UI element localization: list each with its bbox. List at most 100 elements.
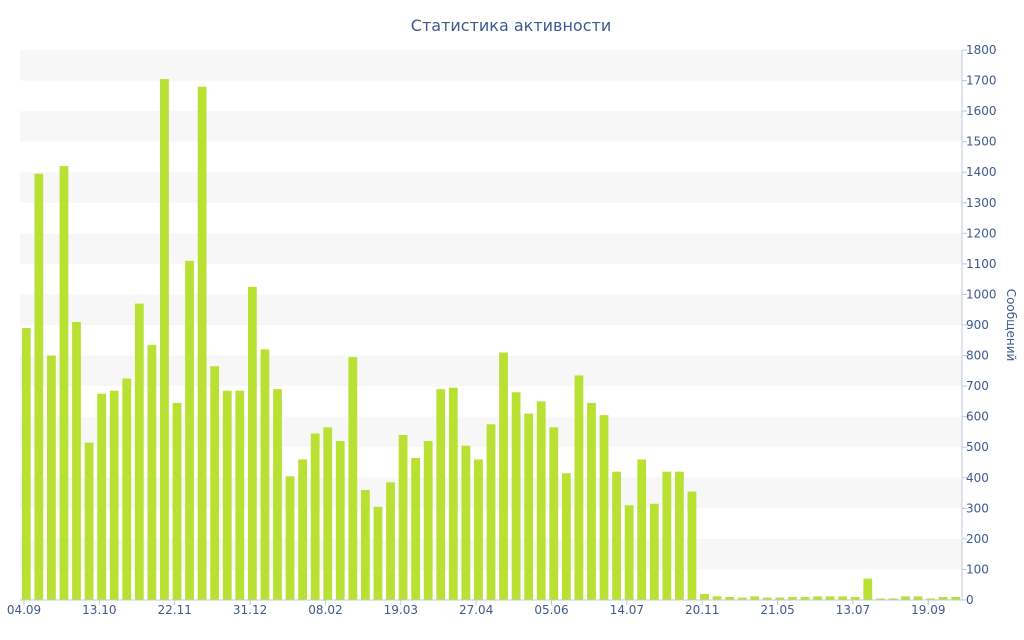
bar: [926, 598, 935, 600]
y-tick-label: 900: [966, 318, 989, 332]
bar: [687, 491, 697, 600]
x-tick-label: 14.07: [610, 603, 644, 617]
y-tick-label: 0: [966, 593, 974, 607]
y-tick-label: 1200: [966, 226, 997, 240]
bar: [624, 505, 634, 600]
x-tick-label: 19.03: [384, 603, 418, 617]
bar: [34, 173, 44, 600]
bar: [524, 413, 534, 600]
bars: [21, 79, 961, 601]
y-tick-label: 500: [966, 440, 989, 454]
grid-band: [20, 50, 962, 81]
bar: [448, 387, 458, 600]
grid-band: [20, 172, 962, 203]
bar: [160, 79, 169, 600]
y-tick-label: 300: [966, 501, 989, 515]
bar: [800, 596, 810, 600]
bar: [901, 596, 910, 600]
x-tick-label: 04.09: [7, 603, 41, 617]
bar: [775, 597, 785, 600]
bar: [84, 442, 94, 600]
y-axis-title: Сообщений: [1004, 289, 1018, 362]
bar: [863, 578, 873, 600]
bar: [850, 596, 860, 600]
x-tick-label: 05.06: [534, 603, 568, 617]
y-tick-label: 1300: [966, 196, 997, 210]
chart-title: Статистика активности: [411, 16, 611, 35]
y-tick-label: 200: [966, 532, 989, 546]
bar: [436, 389, 446, 600]
x-tick-label: 13.10: [82, 603, 116, 617]
bar: [21, 328, 31, 600]
bar: [486, 424, 496, 600]
bar: [712, 596, 722, 600]
bar: [222, 390, 232, 600]
bar: [285, 476, 295, 600]
bar: [587, 402, 596, 600]
bar: [235, 390, 245, 600]
bar: [197, 86, 207, 601]
x-tick-label: 08.02: [308, 603, 342, 617]
bar: [875, 598, 885, 600]
bar: [335, 441, 345, 600]
bar: [348, 357, 358, 600]
bar: [725, 596, 735, 600]
y-tick-label: 1000: [966, 287, 997, 301]
bar: [47, 355, 56, 600]
axes: 0 100 200 300 400 500 600 700 800 900 1000 1100 1200…: [7, 43, 997, 617]
bar: [561, 473, 571, 600]
grid-bands: [20, 50, 962, 570]
bar: [762, 597, 772, 600]
bar: [649, 503, 659, 600]
y-tick-label: 1400: [966, 165, 997, 179]
bar: [247, 286, 257, 600]
bar: [612, 471, 621, 600]
x-tick-label: 27.04: [459, 603, 493, 617]
bar: [675, 471, 684, 600]
bar: [423, 441, 433, 600]
bar: [461, 445, 471, 600]
y-tick-label: 400: [966, 471, 989, 485]
bar: [599, 415, 609, 600]
bar: [737, 597, 747, 600]
bar: [386, 482, 395, 600]
bar: [813, 596, 822, 600]
bar: [59, 166, 69, 601]
bar: [147, 344, 157, 600]
y-tick-label: 600: [966, 410, 989, 424]
x-tick-label: 22.11: [158, 603, 192, 617]
x-tick-label: 31.12: [233, 603, 267, 617]
x-tick-label: 19.09: [911, 603, 945, 617]
grid-band: [20, 294, 962, 325]
bar: [637, 459, 647, 600]
bar: [134, 303, 144, 600]
bar: [913, 596, 923, 600]
x-tick-label: 13.07: [836, 603, 870, 617]
y-tick-label: 700: [966, 379, 989, 393]
bar: [172, 402, 182, 600]
grid-band: [20, 233, 962, 264]
bar: [298, 459, 307, 600]
grid-band: [20, 111, 962, 142]
bar: [411, 457, 421, 600]
bar: [951, 596, 961, 600]
bar: [511, 392, 521, 600]
bar: [750, 596, 760, 600]
bar: [185, 260, 194, 600]
y-tick-label: 800: [966, 349, 989, 363]
y-tick-label: 1100: [966, 257, 997, 271]
y-tick-label: 1500: [966, 135, 997, 149]
bar: [210, 366, 220, 600]
y-tick-label: 100: [966, 562, 989, 576]
bar: [474, 459, 483, 600]
bar: [373, 506, 383, 600]
bar: [72, 321, 81, 600]
bar: [310, 433, 320, 600]
y-tick-label: 1600: [966, 104, 997, 118]
bar: [536, 401, 546, 600]
y-tick-label: 1800: [966, 43, 997, 57]
bar: [549, 427, 559, 600]
bar: [122, 378, 132, 600]
